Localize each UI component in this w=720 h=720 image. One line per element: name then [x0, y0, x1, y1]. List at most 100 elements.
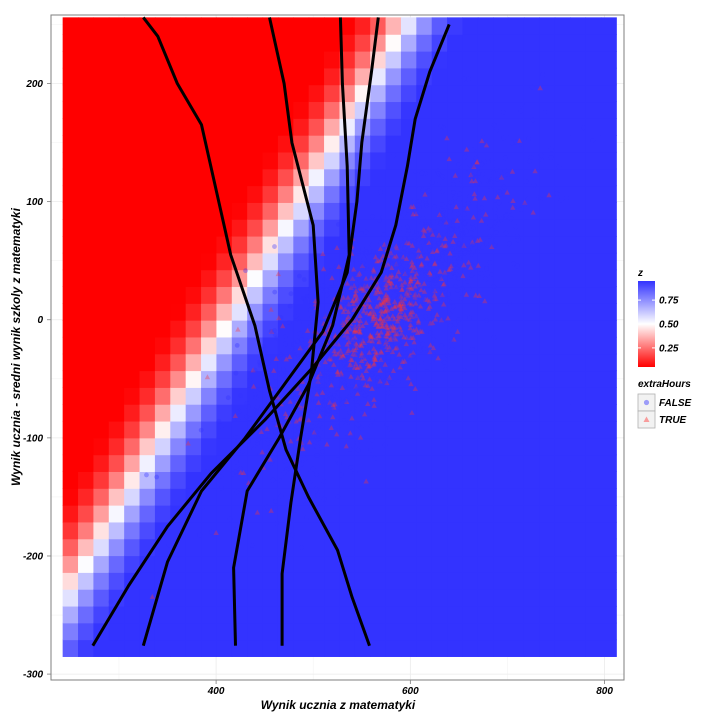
point-false — [394, 279, 399, 285]
point-false — [388, 268, 394, 274]
fill-tile — [354, 471, 371, 489]
fill-tile — [370, 219, 387, 237]
fill-tile — [570, 605, 587, 624]
point-false — [297, 319, 303, 325]
fill-tile — [400, 420, 417, 439]
point-false — [326, 396, 332, 402]
point-true — [382, 276, 389, 282]
point-false — [426, 219, 431, 225]
fill-tile — [62, 269, 79, 288]
point-false — [536, 195, 542, 201]
point-false — [387, 348, 393, 354]
fill-tile — [539, 589, 556, 607]
point-true — [389, 274, 395, 280]
point-false — [334, 408, 340, 414]
point-false — [474, 235, 480, 241]
point-false — [430, 360, 436, 366]
fill-tile — [554, 639, 571, 657]
point-true — [356, 270, 363, 276]
point-false — [331, 365, 336, 371]
fill-tile — [108, 286, 125, 304]
point-true — [409, 259, 415, 265]
fill-tile — [308, 135, 325, 153]
fill-tile — [508, 320, 525, 338]
fill-tile — [508, 219, 525, 237]
fill-tile — [62, 336, 79, 355]
point-false — [323, 394, 329, 400]
fill-tile — [354, 437, 371, 456]
point-true — [393, 243, 399, 249]
point-false — [387, 426, 393, 432]
point-false — [501, 135, 507, 141]
point-false — [439, 206, 445, 212]
fill-tile — [600, 471, 617, 489]
fill-tile — [339, 454, 356, 472]
point-true — [378, 256, 384, 262]
fill-tile — [554, 269, 571, 288]
point-true — [375, 324, 381, 330]
point-false — [334, 353, 339, 359]
fill-tile — [262, 118, 279, 136]
point-true — [363, 368, 369, 374]
fill-tile — [170, 202, 187, 220]
point-true — [398, 314, 404, 320]
point-false — [424, 252, 429, 258]
fill-tile — [354, 538, 371, 557]
point-true — [364, 310, 370, 316]
point-false — [437, 234, 443, 239]
point-true — [468, 172, 474, 178]
fill-tile — [570, 151, 587, 170]
fill-tile — [354, 151, 371, 170]
point-false — [339, 472, 345, 478]
point-true — [394, 245, 400, 251]
fill-tile — [600, 202, 617, 220]
point-false — [384, 377, 389, 383]
fill-tile — [201, 67, 218, 86]
fill-tile — [308, 454, 325, 472]
point-true — [385, 295, 392, 301]
point-false — [431, 273, 437, 279]
point-true — [335, 341, 342, 347]
point-true — [471, 163, 477, 169]
point-false — [401, 298, 407, 304]
point-false — [404, 250, 410, 256]
point-false — [363, 288, 369, 293]
fill-tile — [570, 622, 587, 641]
fill-tile — [277, 235, 294, 254]
point-true — [408, 286, 414, 292]
point-true — [376, 338, 383, 344]
point-false — [417, 186, 422, 192]
point-false — [409, 296, 415, 302]
point-true — [235, 326, 241, 332]
fill-tile — [185, 84, 202, 103]
point-false — [368, 277, 374, 283]
point-false — [390, 301, 396, 307]
point-false — [286, 320, 292, 325]
fill-tile — [447, 101, 464, 119]
fill-tile — [431, 84, 448, 103]
point-false — [370, 268, 376, 274]
point-true — [279, 323, 286, 329]
fill-tile — [400, 505, 417, 523]
point-false — [444, 224, 450, 230]
point-true — [328, 425, 335, 431]
fill-tile — [62, 67, 79, 86]
fill-tile — [93, 269, 110, 288]
point-true — [388, 250, 394, 256]
fill-tile — [416, 151, 433, 170]
fill-tile — [493, 320, 510, 338]
point-false — [310, 466, 316, 472]
point-false — [423, 272, 429, 278]
point-false — [417, 233, 423, 238]
fill-tile — [62, 437, 79, 456]
point-true — [364, 301, 371, 307]
point-false — [479, 205, 485, 211]
point-true — [397, 276, 404, 282]
fill-tile — [185, 420, 202, 439]
fill-tile — [493, 488, 510, 506]
fill-tile — [185, 235, 202, 254]
point-true — [372, 349, 379, 355]
point-false — [355, 271, 360, 277]
point-false — [414, 229, 419, 235]
fill-tile — [385, 589, 402, 607]
